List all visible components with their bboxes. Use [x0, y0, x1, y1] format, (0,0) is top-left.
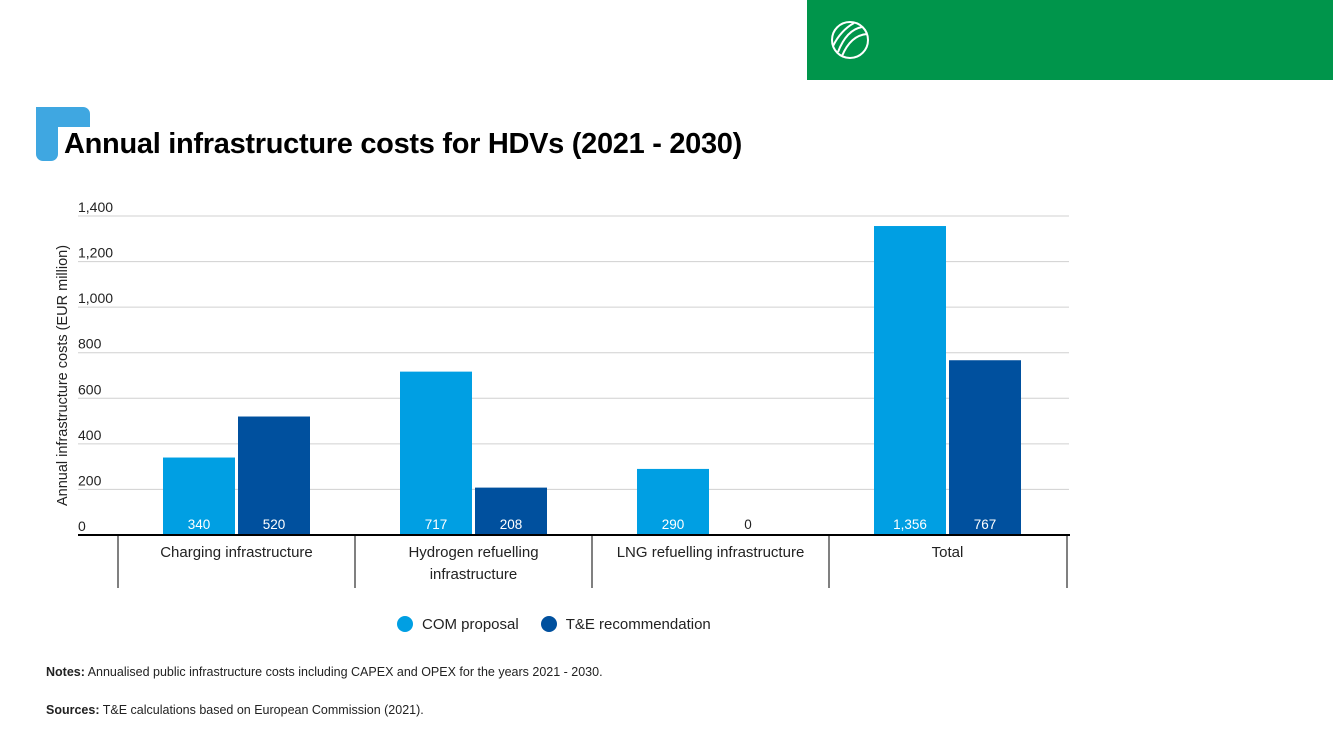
sources-line: Sources: T&E calculations based on Europ…: [46, 703, 424, 717]
category-label: Hydrogen refuelling: [408, 544, 538, 561]
y-tick-label: 1,200: [78, 245, 113, 261]
bar: [637, 468, 709, 535]
chart-legend: COM proposal T&E recommendation: [397, 612, 723, 636]
legend-label-com: COM proposal: [422, 615, 519, 633]
bar: [949, 360, 1021, 535]
notes-line: Notes: Annualised public infrastructure …: [46, 665, 603, 679]
bar: [163, 457, 235, 535]
data-label: 1,356: [893, 517, 927, 532]
legend-label-te: T&E recommendation: [565, 615, 711, 633]
category-label: Total: [932, 544, 964, 561]
data-label: 520: [263, 517, 286, 532]
leaf-globe-icon: [830, 20, 870, 60]
data-label: 767: [974, 517, 997, 532]
notes-text: Annualised public infrastructure costs i…: [84, 665, 603, 679]
y-tick-label: 800: [78, 336, 102, 352]
chart-title: Annual infrastructure costs for HDVs (20…: [64, 128, 742, 160]
sources-text: T&E calculations based on European Commi…: [99, 703, 424, 717]
y-tick-label: 1,000: [78, 290, 113, 306]
header-band: [807, 0, 1333, 80]
bar: [874, 226, 946, 536]
bar: [400, 371, 472, 535]
legend-item-com: COM proposal: [397, 616, 519, 633]
data-label: 0: [744, 517, 752, 532]
y-tick-label: 200: [78, 472, 102, 488]
legend-item-te: T&E recommendation: [540, 615, 711, 633]
notes-label: Notes:: [46, 665, 85, 679]
sources-label: Sources:: [46, 703, 100, 717]
y-tick-label: 600: [78, 381, 102, 397]
data-label: 208: [500, 517, 523, 532]
category-label: LNG refuelling infrastructure: [617, 544, 805, 561]
y-tick-label: 400: [78, 427, 102, 443]
legend-swatch-te: [540, 616, 557, 632]
y-tick-label: 0: [78, 518, 86, 534]
bar: [238, 416, 310, 535]
y-tick-label: 1,400: [78, 199, 113, 215]
category-label: Charging infrastructure: [160, 544, 313, 561]
data-label: 717: [425, 517, 448, 532]
data-label: 290: [662, 517, 685, 532]
bar: [475, 487, 547, 535]
y-axis-title: Annual infrastructure costs (EUR million…: [55, 245, 71, 506]
category-label: infrastructure: [430, 566, 518, 583]
legend-swatch-com: [397, 616, 413, 632]
bar-chart: 0 200 400 600 800 1,000 1,200 1,400 Annual infra…: [55, 199, 1070, 588]
data-label: 340: [188, 517, 211, 532]
title-accent: [36, 107, 90, 161]
